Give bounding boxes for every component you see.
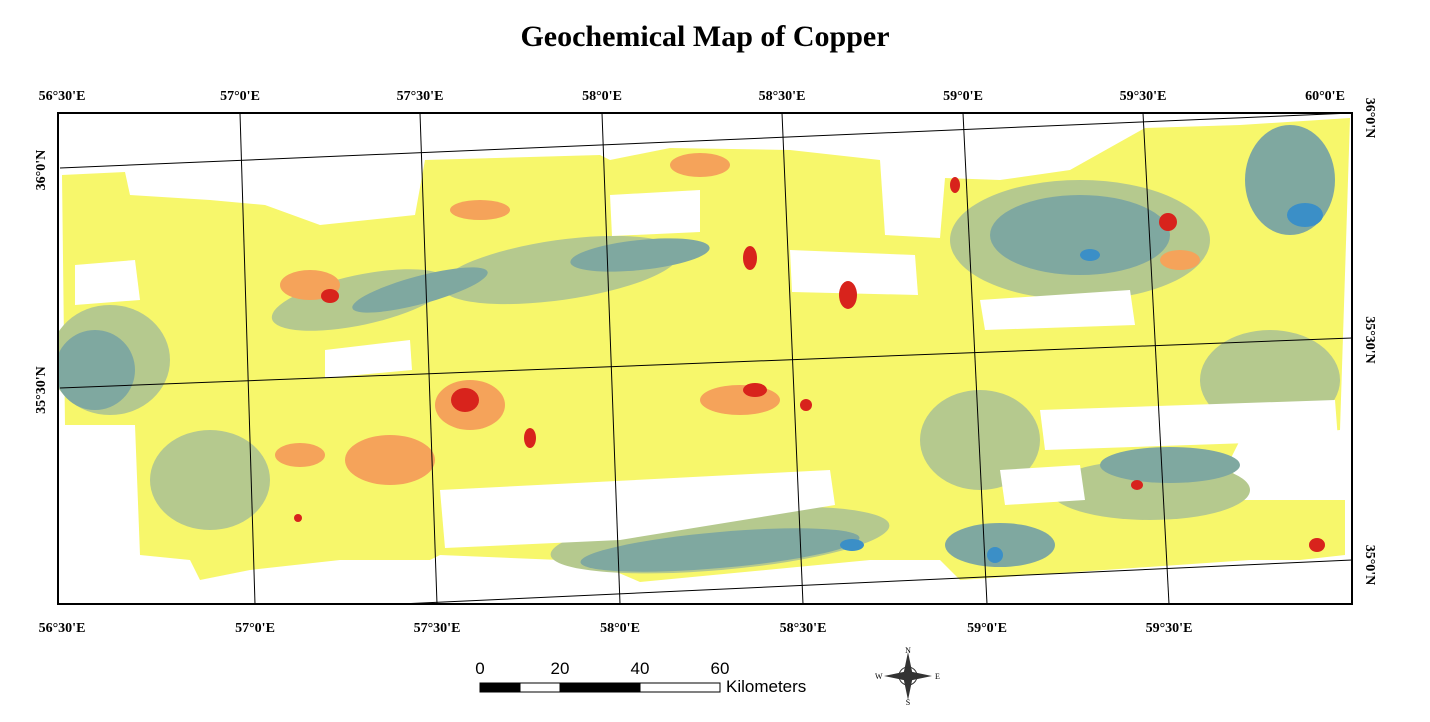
data-layer [58, 118, 1350, 582]
scale-tick-label: 40 [631, 659, 650, 678]
scale-tick-label: 0 [475, 659, 484, 678]
top-label: 59°30'E [1120, 89, 1167, 104]
top-label: 58°0'E [582, 89, 622, 104]
bottom-label: 56°30'E [39, 621, 86, 636]
no-data-zones [75, 190, 1338, 548]
top-label: 59°0'E [943, 89, 983, 104]
graticule [59, 112, 1353, 605]
scale-tick-label: 20 [551, 659, 570, 678]
top-label: 60°0'E [1305, 89, 1345, 104]
compass-w: W [875, 672, 883, 681]
top-label: 57°30'E [397, 89, 444, 104]
compass-n: N [905, 646, 911, 655]
top-label: 58°30'E [759, 89, 806, 104]
scale-bar [479, 682, 721, 693]
bottom-label: 57°0'E [235, 621, 275, 636]
compass: N S E W [875, 646, 940, 707]
top-label: 56°30'E [39, 89, 86, 104]
compass-e: E [935, 672, 940, 681]
map-frame [57, 112, 1353, 605]
bottom-label: 59°0'E [967, 621, 1007, 636]
map-title: Geochemical Map of Copper [520, 20, 889, 53]
scale-unit: Kilometers [726, 677, 806, 696]
right-label: 35°30'N [1362, 316, 1377, 364]
right-label: 36°0'N [1362, 98, 1377, 139]
scale-labels: 0 20 40 60 [475, 659, 729, 678]
very-low-zones [840, 203, 1323, 563]
anomaly-zones [294, 177, 1325, 552]
bottom-label: 58°0'E [600, 621, 640, 636]
bottom-label: 59°30'E [1146, 621, 1193, 636]
left-label: 36°0'N [34, 150, 49, 191]
left-label: 35°30'N [34, 366, 49, 414]
compass-s: S [906, 698, 910, 707]
bottom-label: 57°30'E [414, 621, 461, 636]
graticule-labels: 56°30'E 57°0'E 57°30'E 58°0'E 58°30'E 59°0'E 5… [34, 89, 1377, 636]
low-zones [58, 125, 1335, 572]
bottom-label: 58°30'E [780, 621, 827, 636]
top-label: 57°0'E [220, 89, 260, 104]
right-label: 35°0'N [1362, 545, 1377, 586]
scale-tick-label: 60 [711, 659, 730, 678]
